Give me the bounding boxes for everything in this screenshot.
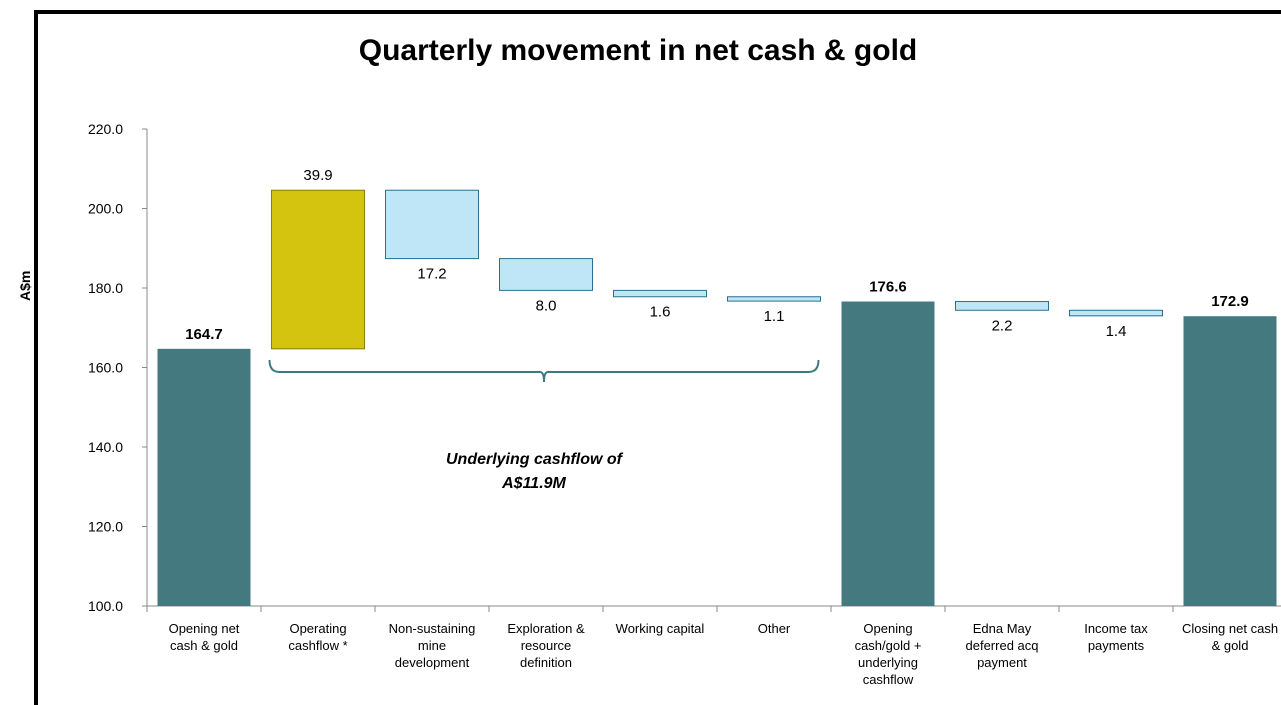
waterfall-bar — [271, 189, 365, 350]
x-category-label: development — [395, 655, 470, 670]
chart-title: Quarterly movement in net cash & gold — [358, 34, 918, 67]
x-category-label: payment — [977, 655, 1027, 670]
x-category-label: Non-sustaining — [389, 621, 476, 636]
x-category-label: Opening net — [169, 621, 240, 636]
y-tick-label: 100.0 — [88, 598, 123, 614]
waterfall-bar — [841, 301, 935, 606]
x-category-label: Exploration & — [507, 621, 585, 636]
x-category-label: cashflow — [863, 672, 914, 687]
waterfall-bar — [1069, 309, 1163, 317]
x-category-label: Closing net cash — [1182, 621, 1278, 636]
waterfall-bar — [157, 348, 251, 606]
bar-value-label: 39.9 — [303, 167, 332, 184]
x-category-label: underlying — [858, 655, 918, 670]
bar-value-label: 1.1 — [764, 308, 785, 325]
frame-border-top — [34, 10, 1281, 14]
bar-value-label: 176.6 — [869, 279, 907, 296]
x-category-label: Working capital — [616, 621, 705, 636]
bar-value-label: 164.7 — [185, 326, 223, 343]
x-category-label: Edna May — [973, 621, 1032, 636]
x-category-label: cash/gold + — [855, 638, 922, 653]
x-category-label: Operating — [289, 621, 346, 636]
bar-value-label: 8.0 — [536, 297, 557, 314]
underlying-cashflow-annotation: A$11.9M — [501, 475, 566, 492]
y-tick-label: 120.0 — [88, 519, 123, 535]
waterfall-bar — [1183, 316, 1277, 606]
x-category-label: definition — [520, 655, 572, 670]
waterfall-bar — [613, 289, 707, 298]
x-category-label: cashflow * — [288, 638, 347, 653]
x-category-label: Income tax — [1084, 621, 1148, 636]
waterfall-bar — [727, 296, 821, 302]
underlying-cashflow-annotation: Underlying cashflow of — [446, 451, 624, 468]
bar-value-label: 2.2 — [992, 317, 1013, 334]
y-tick-label: 220.0 — [88, 121, 123, 137]
y-tick-label: 200.0 — [88, 201, 123, 217]
x-category-label: cash & gold — [170, 638, 238, 653]
y-tick-label: 140.0 — [88, 439, 123, 455]
waterfall-bar — [385, 189, 479, 260]
x-category-label: mine — [418, 638, 446, 653]
y-tick-label: 160.0 — [88, 360, 123, 376]
bar-value-label: 1.4 — [1106, 323, 1127, 340]
x-category-label: payments — [1088, 638, 1145, 653]
waterfall-bar — [955, 301, 1049, 311]
x-category-label: resource — [521, 638, 572, 653]
bar-value-label: 172.9 — [1211, 293, 1249, 310]
bar-value-label: 17.2 — [417, 266, 446, 283]
bar-value-label: 1.6 — [650, 304, 671, 321]
y-tick-label: 180.0 — [88, 280, 123, 296]
waterfall-bar — [499, 258, 593, 291]
frame-border-left — [34, 10, 38, 705]
underlying-cashflow-bracket — [268, 359, 820, 383]
x-category-label: deferred acq — [966, 638, 1039, 653]
x-category-label: Opening — [863, 621, 912, 636]
x-category-label: & gold — [1212, 638, 1249, 653]
x-category-label: Other — [758, 621, 791, 636]
